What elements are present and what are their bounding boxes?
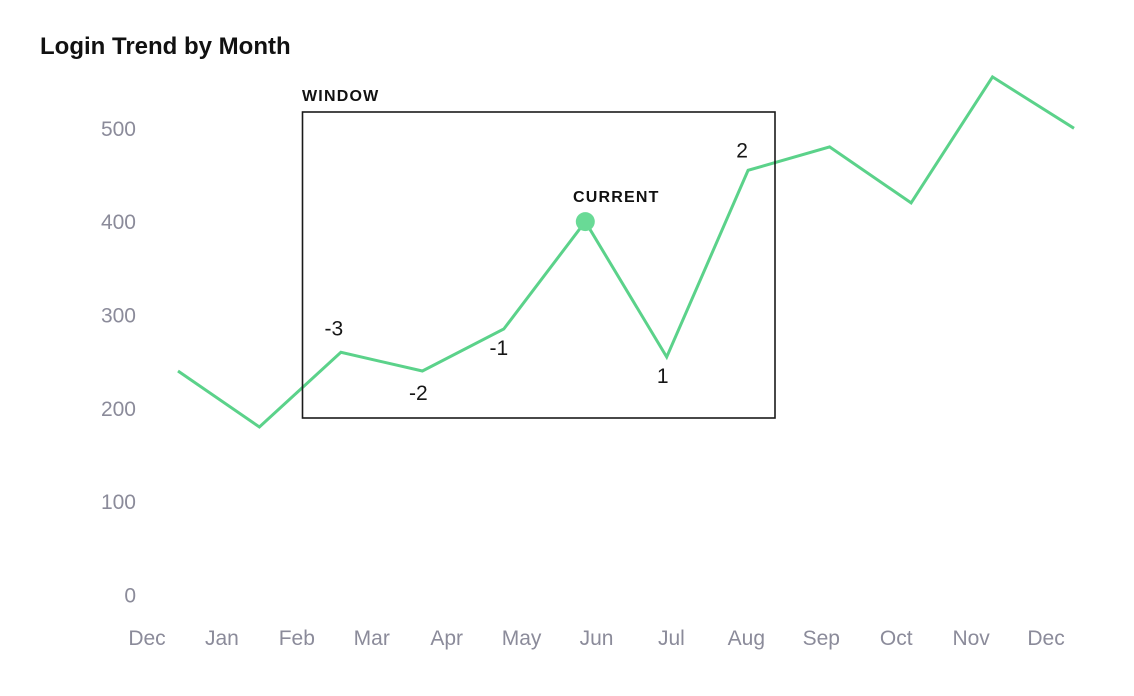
current-label: CURRENT [573,189,660,206]
point-annotation: -2 [409,382,428,405]
x-axis-label: Apr [430,627,463,650]
window-label: WINDOW [302,88,379,105]
point-annotation: 1 [657,365,669,388]
y-axis-label: 200 [101,398,136,421]
x-axis-label: Dec [1027,627,1064,650]
y-axis-label: 0 [124,585,136,608]
point-annotation: -1 [489,337,508,360]
y-axis-label: 400 [101,211,136,234]
x-axis-label: May [502,627,542,650]
current-point-marker [575,212,595,232]
x-axis-label: Feb [279,627,315,650]
y-axis-label: 500 [101,118,136,141]
chart-title: Login Trend by Month [40,33,291,60]
y-axis-label: 100 [101,491,136,514]
x-axis-label: Dec [128,627,165,650]
x-axis-label: Mar [354,627,390,650]
point-annotation: -3 [325,317,344,340]
point-annotations: -3 -2 -1 1 2 [325,139,748,405]
x-axis-label: Jun [580,627,614,650]
x-axis-label: Oct [880,627,913,650]
x-axis-label: Sep [803,627,840,650]
x-axis-label: Jul [658,627,685,650]
x-axis: Dec Jan Feb Mar Apr May Jun Jul Aug Sep Oct Nov Dec [128,627,1064,650]
y-axis: 0 100 200 300 400 500 [101,118,136,608]
trend-line [177,74,1075,429]
point-annotation: 2 [736,139,748,162]
x-axis-label: Nov [952,627,990,650]
window-box [301,111,776,419]
x-axis-label: Aug [728,627,765,650]
y-axis-label: 300 [101,304,136,327]
x-axis-label: Jan [205,627,239,650]
